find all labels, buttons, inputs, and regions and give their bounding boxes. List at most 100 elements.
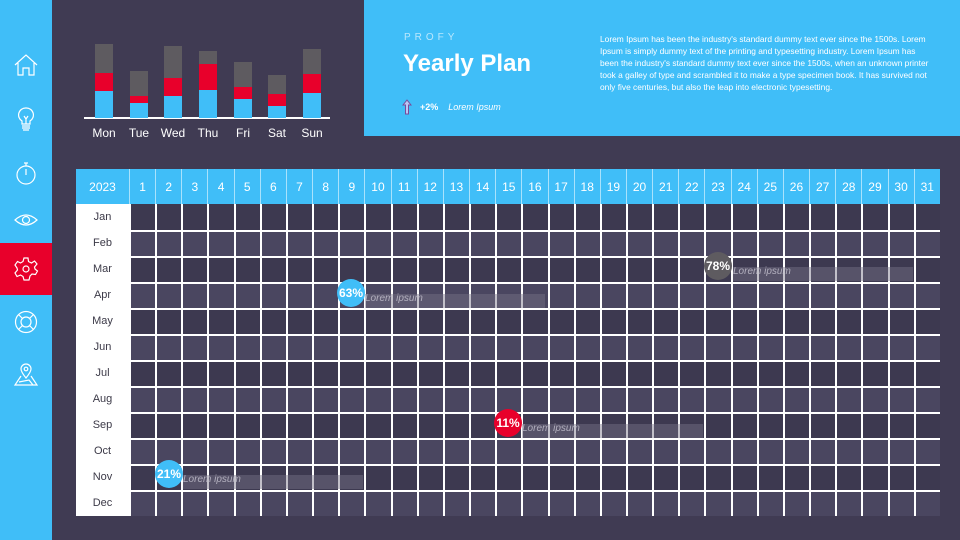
day-cell[interactable] bbox=[678, 256, 705, 282]
day-cell[interactable] bbox=[495, 360, 522, 386]
day-cell[interactable] bbox=[390, 230, 417, 256]
day-cell[interactable] bbox=[233, 282, 260, 308]
day-cell[interactable] bbox=[547, 230, 574, 256]
day-cell[interactable] bbox=[625, 308, 653, 334]
day-cell[interactable] bbox=[259, 308, 286, 334]
day-cell[interactable] bbox=[678, 204, 705, 230]
day-cell[interactable] bbox=[835, 464, 862, 490]
day-cell[interactable] bbox=[469, 464, 496, 490]
sidebar-item-settings[interactable] bbox=[0, 243, 52, 295]
day-cell[interactable] bbox=[129, 490, 156, 516]
day-cell[interactable] bbox=[233, 386, 260, 412]
day-cell[interactable] bbox=[207, 230, 234, 256]
day-cell[interactable] bbox=[390, 204, 417, 230]
day-cell[interactable] bbox=[416, 256, 443, 282]
day-cell[interactable] bbox=[678, 386, 705, 412]
day-cell[interactable] bbox=[364, 386, 391, 412]
day-cell[interactable] bbox=[809, 360, 836, 386]
day-cell[interactable] bbox=[861, 360, 888, 386]
day-cell[interactable] bbox=[782, 412, 810, 438]
day-cell[interactable] bbox=[233, 308, 260, 334]
day-cell[interactable] bbox=[495, 464, 522, 490]
day-cell[interactable] bbox=[338, 464, 365, 490]
day-cell[interactable] bbox=[521, 386, 548, 412]
day-cell[interactable] bbox=[521, 438, 548, 464]
day-cell[interactable] bbox=[233, 412, 260, 438]
day-cell[interactable] bbox=[207, 438, 234, 464]
day-cell[interactable] bbox=[573, 438, 600, 464]
day-cell[interactable] bbox=[678, 438, 705, 464]
day-cell[interactable] bbox=[129, 230, 156, 256]
day-cell[interactable] bbox=[782, 438, 810, 464]
day-cell[interactable] bbox=[416, 334, 443, 360]
day-cell[interactable] bbox=[469, 282, 496, 308]
day-cell[interactable] bbox=[835, 360, 862, 386]
day-cell[interactable] bbox=[521, 308, 548, 334]
day-cell[interactable] bbox=[887, 204, 914, 230]
day-cell[interactable] bbox=[442, 464, 470, 490]
day-cell[interactable] bbox=[547, 334, 574, 360]
day-cell[interactable] bbox=[625, 256, 653, 282]
day-cell[interactable] bbox=[416, 230, 443, 256]
day-cell[interactable] bbox=[809, 464, 836, 490]
day-cell[interactable] bbox=[364, 464, 391, 490]
day-cell[interactable] bbox=[129, 464, 156, 490]
day-cell[interactable] bbox=[756, 334, 783, 360]
day-cell[interactable] bbox=[678, 464, 705, 490]
day-cell[interactable] bbox=[756, 438, 783, 464]
day-cell[interactable] bbox=[181, 334, 208, 360]
day-cell[interactable] bbox=[155, 490, 182, 516]
day-cell[interactable] bbox=[416, 204, 443, 230]
day-cell[interactable] bbox=[181, 308, 208, 334]
day-cell[interactable] bbox=[181, 490, 208, 516]
day-cell[interactable] bbox=[285, 464, 313, 490]
day-cell[interactable] bbox=[495, 204, 522, 230]
day-cell[interactable] bbox=[652, 438, 679, 464]
day-cell[interactable] bbox=[181, 204, 208, 230]
day-cell[interactable] bbox=[573, 282, 600, 308]
day-cell[interactable] bbox=[730, 412, 757, 438]
task-progress-badge[interactable]: 63% bbox=[337, 279, 365, 307]
day-cell[interactable] bbox=[861, 282, 888, 308]
day-cell[interactable] bbox=[338, 256, 365, 282]
day-cell[interactable] bbox=[573, 204, 600, 230]
day-cell[interactable] bbox=[338, 386, 365, 412]
day-cell[interactable] bbox=[652, 204, 679, 230]
day-cell[interactable] bbox=[599, 464, 626, 490]
day-cell[interactable] bbox=[625, 464, 653, 490]
day-cell[interactable] bbox=[155, 334, 182, 360]
day-cell[interactable] bbox=[809, 308, 836, 334]
day-cell[interactable] bbox=[756, 230, 783, 256]
day-cell[interactable] bbox=[155, 256, 182, 282]
day-cell[interactable] bbox=[259, 282, 286, 308]
day-cell[interactable] bbox=[285, 256, 313, 282]
day-cell[interactable] bbox=[129, 282, 156, 308]
day-cell[interactable] bbox=[469, 256, 496, 282]
day-cell[interactable] bbox=[861, 230, 888, 256]
day-cell[interactable] bbox=[809, 412, 836, 438]
day-cell[interactable] bbox=[207, 412, 234, 438]
day-cell[interactable] bbox=[730, 230, 757, 256]
day-cell[interactable] bbox=[599, 334, 626, 360]
day-cell[interactable] bbox=[547, 490, 574, 516]
day-cell[interactable] bbox=[312, 438, 339, 464]
day-cell[interactable] bbox=[155, 438, 182, 464]
day-cell[interactable] bbox=[338, 438, 365, 464]
day-cell[interactable] bbox=[442, 490, 470, 516]
day-cell[interactable] bbox=[233, 360, 260, 386]
day-cell[interactable] bbox=[285, 438, 313, 464]
day-cell[interactable] bbox=[129, 308, 156, 334]
day-cell[interactable] bbox=[835, 230, 862, 256]
day-cell[interactable] bbox=[913, 282, 940, 308]
day-cell[interactable] bbox=[809, 334, 836, 360]
day-cell[interactable] bbox=[887, 230, 914, 256]
day-cell[interactable] bbox=[782, 490, 810, 516]
day-cell[interactable] bbox=[181, 386, 208, 412]
day-cell[interactable] bbox=[207, 490, 234, 516]
day-cell[interactable] bbox=[416, 438, 443, 464]
day-cell[interactable] bbox=[469, 438, 496, 464]
day-cell[interactable] bbox=[469, 334, 496, 360]
day-cell[interactable] bbox=[129, 360, 156, 386]
day-cell[interactable] bbox=[364, 334, 391, 360]
day-cell[interactable] bbox=[547, 438, 574, 464]
